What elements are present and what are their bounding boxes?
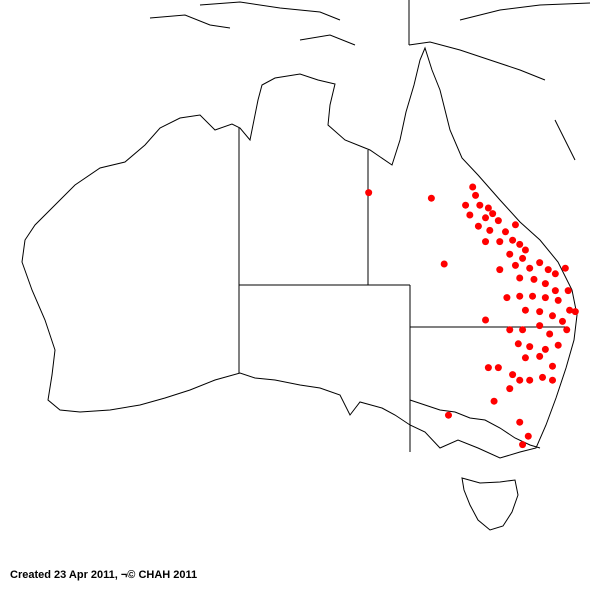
- occurrence-point: [509, 236, 517, 244]
- occurrence-point: [529, 292, 537, 300]
- map-caption: Created 23 Apr 2011, ¬© CHAH 2011: [10, 569, 198, 581]
- island-outline: [299, 34, 356, 46]
- occurrence-point: [514, 340, 522, 348]
- occurrence-point: [484, 364, 492, 372]
- occurrence-point: [462, 201, 470, 209]
- occurrence-point: [558, 317, 566, 325]
- occurrence-point: [476, 201, 484, 209]
- island-outline: [199, 1, 341, 21]
- occurrence-point: [503, 294, 511, 302]
- occurrence-point: [365, 189, 373, 197]
- occurrence-point: [472, 191, 480, 199]
- occurrence-point: [482, 316, 490, 324]
- occurrence-point: [521, 306, 529, 314]
- occurrence-point: [506, 385, 514, 393]
- occurrence-point: [482, 238, 490, 246]
- occurrence-point: [511, 261, 519, 269]
- occurrence-point: [486, 226, 494, 234]
- occurrence-point: [496, 266, 504, 274]
- occurrence-point: [539, 373, 547, 381]
- occurrence-point: [516, 418, 524, 426]
- occurrence-point: [566, 306, 574, 314]
- occurrence-point: [546, 330, 554, 338]
- occurrence-point: [501, 228, 509, 236]
- occurrence-point: [519, 326, 527, 334]
- occurrence-point: [509, 371, 517, 379]
- occurrence-point: [530, 275, 538, 283]
- occurrence-point: [521, 246, 529, 254]
- occurrence-point: [563, 326, 571, 334]
- occurrence-point: [482, 214, 490, 222]
- occurrence-point: [551, 287, 559, 295]
- occurrence-point: [549, 376, 556, 384]
- occurrence-point: [541, 280, 549, 288]
- occurrence-point: [444, 411, 452, 419]
- occurrence-point: [526, 264, 534, 272]
- occurrence-point: [466, 211, 474, 219]
- occurrence-point: [554, 296, 562, 304]
- australia-mainland-outline: [21, 46, 578, 459]
- occurrence-point: [494, 364, 502, 372]
- occurrence-point: [526, 343, 534, 351]
- occurrence-point: [519, 254, 527, 262]
- state-borders: [238, 128, 566, 452]
- tasmania-outline: [461, 477, 519, 531]
- papua-coast: [408, 41, 546, 81]
- occurrence-point: [440, 260, 448, 268]
- occurrence-point: [536, 308, 544, 316]
- occurrence-point: [524, 432, 532, 440]
- occurrence-point: [541, 345, 549, 353]
- occurrence-point: [561, 264, 569, 272]
- occurrence-point: [516, 292, 524, 300]
- occurrence-point: [511, 221, 519, 229]
- occurrence-point: [474, 222, 482, 230]
- island-outline: [459, 2, 591, 21]
- occurrence-point: [541, 294, 549, 302]
- occurrence-points: [365, 183, 579, 449]
- occurrence-point: [484, 204, 492, 212]
- occurrence-point: [494, 217, 502, 225]
- occurrence-point: [516, 240, 524, 248]
- occurrence-point: [490, 397, 498, 405]
- occurrence-point: [516, 376, 524, 384]
- occurrence-point: [526, 376, 534, 384]
- occurrence-point: [496, 238, 504, 246]
- occurrence-point: [469, 183, 477, 191]
- occurrence-point: [516, 274, 524, 282]
- occurrence-point: [551, 270, 559, 278]
- occurrence-point: [489, 210, 497, 218]
- occurrence-point: [427, 194, 435, 202]
- occurrence-point: [536, 352, 544, 360]
- occurrence-point: [536, 259, 544, 267]
- occurrence-point: [554, 341, 562, 349]
- island-outline: [554, 119, 576, 161]
- occurrence-point: [549, 312, 556, 320]
- occurrence-point: [519, 441, 527, 449]
- occurrence-point: [536, 322, 544, 330]
- occurrence-point: [549, 362, 556, 370]
- occurrence-point: [506, 326, 514, 334]
- island-outline: [149, 14, 231, 29]
- occurrence-point: [506, 250, 514, 258]
- occurrence-point: [564, 287, 572, 295]
- occurrence-point: [571, 308, 579, 316]
- occurrence-point: [521, 354, 529, 362]
- occurrence-point: [544, 266, 552, 274]
